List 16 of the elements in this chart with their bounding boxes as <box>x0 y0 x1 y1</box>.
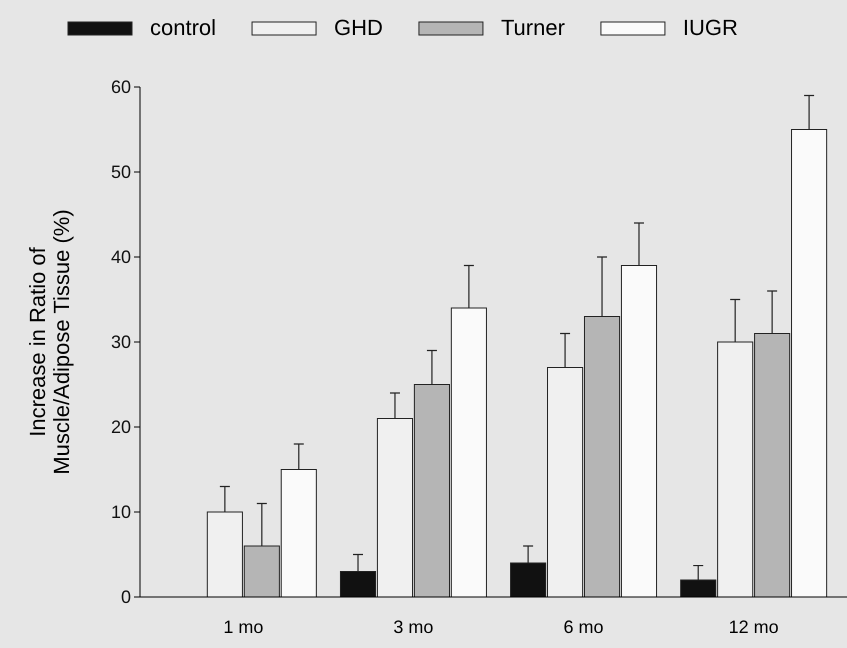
y-axis-title: Increase in Ratio of Muscle/Adipose Tissue (%) <box>25 209 74 475</box>
legend-label: control <box>150 15 216 40</box>
y-tick-label: 0 <box>120 586 131 607</box>
y-tick-label: 50 <box>110 162 131 182</box>
legend-label: Turner <box>500 15 565 40</box>
x-tick-label: 3 mo <box>393 617 434 637</box>
y-tick-label: 30 <box>110 332 131 352</box>
legend-label: GHD <box>334 15 383 40</box>
y-tick-label: 40 <box>110 246 131 267</box>
legend-label: IUGR <box>682 15 738 40</box>
x-tick-label: 6 mo <box>564 617 604 637</box>
x-tick-label: 1 mo <box>223 617 264 637</box>
y-tick-label: 60 <box>110 76 131 97</box>
y-tick-label: 10 <box>110 502 131 522</box>
y-tick-label: 20 <box>110 416 131 437</box>
x-tick-label: 12 mo <box>728 617 779 637</box>
